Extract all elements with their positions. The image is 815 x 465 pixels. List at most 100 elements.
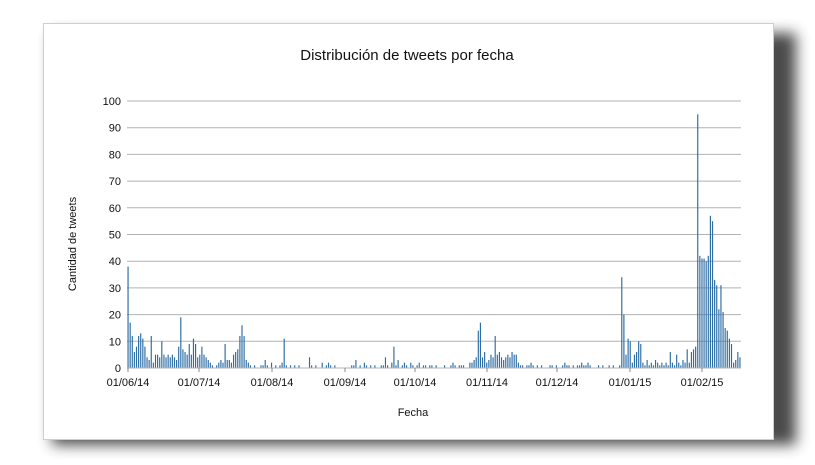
- bar: [631, 362, 633, 368]
- bar: [532, 365, 534, 368]
- bar: [365, 365, 368, 368]
- bar: [737, 351, 739, 368]
- bar: [161, 341, 163, 368]
- bar: [401, 365, 403, 368]
- bar: [201, 346, 203, 368]
- bar: [140, 333, 142, 368]
- bar: [724, 327, 726, 368]
- bar: [739, 357, 741, 368]
- bar: [218, 362, 220, 368]
- bar: [182, 349, 184, 368]
- bar: [334, 365, 336, 368]
- bar: [454, 365, 456, 368]
- y-tick-label: 60: [109, 203, 121, 215]
- bar: [505, 357, 507, 368]
- bar: [370, 365, 372, 368]
- bar: [703, 258, 705, 368]
- bar: [230, 362, 233, 368]
- bar: [692, 349, 695, 368]
- bar: [325, 365, 327, 368]
- bar: [351, 365, 353, 368]
- bar: [733, 362, 735, 368]
- bar: [619, 365, 621, 368]
- bar: [627, 338, 629, 368]
- x-tick-label: 01/10/14: [394, 377, 437, 389]
- bar: [469, 362, 471, 368]
- bar: [517, 362, 519, 368]
- bar: [321, 362, 323, 368]
- bar: [678, 362, 680, 368]
- bar: [180, 317, 182, 368]
- bar: [452, 362, 454, 368]
- bar: [549, 365, 551, 368]
- bar: [154, 354, 157, 368]
- y-tick-label: 50: [109, 230, 121, 242]
- bar: [384, 357, 387, 368]
- bar: [359, 365, 361, 368]
- bar: [722, 311, 724, 368]
- bar: [589, 365, 591, 368]
- bar: [266, 365, 268, 368]
- bar: [585, 365, 587, 368]
- bar: [481, 357, 484, 368]
- bar: [262, 365, 264, 368]
- bar: [363, 362, 365, 368]
- bar: [275, 365, 277, 368]
- bar: [646, 359, 648, 368]
- bar: [625, 354, 627, 368]
- bar: [405, 365, 408, 368]
- y-axis-label: Cantidad de tweets: [67, 196, 79, 291]
- bar: [494, 335, 496, 368]
- y-tick-label: 30: [109, 283, 121, 295]
- bar: [642, 362, 644, 368]
- y-tick-label: 40: [109, 256, 121, 268]
- bar: [412, 365, 414, 368]
- bar: [473, 359, 475, 368]
- bar: [239, 335, 241, 368]
- bar: [697, 114, 699, 368]
- bar: [608, 365, 610, 368]
- bar: [530, 362, 532, 368]
- bar: [173, 357, 176, 368]
- bar: [308, 357, 311, 368]
- bar: [216, 365, 218, 368]
- bar: [486, 362, 488, 368]
- bar: [716, 285, 718, 368]
- bar: [526, 365, 528, 368]
- bar: [281, 362, 283, 368]
- bar: [566, 365, 568, 368]
- bar: [676, 354, 678, 368]
- bar: [484, 351, 486, 368]
- bar: [192, 338, 195, 368]
- bar: [471, 362, 473, 368]
- bar: [435, 365, 437, 368]
- bar: [688, 362, 690, 368]
- bar: [260, 365, 262, 368]
- bar: [699, 255, 701, 368]
- bar: [583, 365, 585, 368]
- bar: [680, 365, 682, 368]
- bar: [695, 346, 697, 368]
- bar: [490, 354, 492, 368]
- bar: [462, 365, 465, 368]
- x-tick-label: 01/02/15: [681, 377, 724, 389]
- bar: [224, 343, 226, 368]
- bar: [629, 341, 631, 368]
- bar: [391, 362, 393, 368]
- bar: [640, 343, 642, 368]
- bar: [232, 354, 235, 368]
- chart-card: [43, 23, 774, 440]
- bar: [429, 365, 431, 368]
- bar: [129, 322, 131, 368]
- bar: [661, 362, 663, 368]
- x-tick-labels: 01/06/14 01/07/14 01/08/14 01/09/14 01/10/14…: [107, 368, 724, 389]
- bar: [148, 359, 150, 368]
- bar: [165, 357, 167, 368]
- bar: [443, 365, 446, 368]
- bar: [714, 279, 716, 368]
- bar: [226, 359, 228, 368]
- bar: [564, 362, 566, 368]
- bar: [650, 362, 652, 368]
- bar: [279, 365, 281, 368]
- bar: [283, 338, 285, 368]
